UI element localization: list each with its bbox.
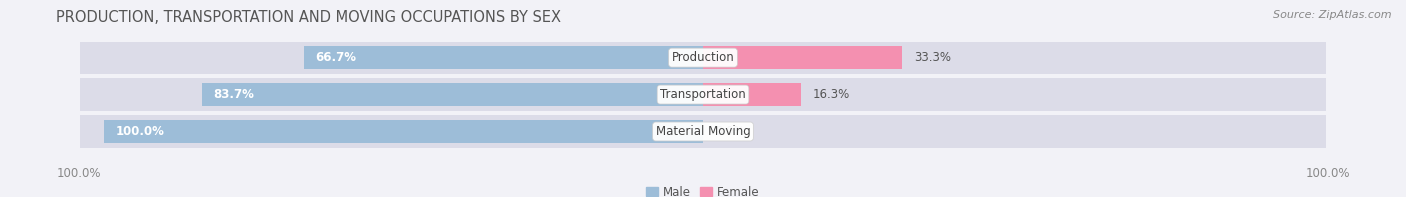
Bar xyxy=(202,83,703,106)
Text: Source: ZipAtlas.com: Source: ZipAtlas.com xyxy=(1274,10,1392,20)
Text: 66.7%: 66.7% xyxy=(315,51,357,64)
Legend: Male, Female: Male, Female xyxy=(641,181,765,197)
Text: Transportation: Transportation xyxy=(661,88,745,101)
Bar xyxy=(703,83,800,106)
Bar xyxy=(80,78,1326,111)
Text: 0.0%: 0.0% xyxy=(716,125,745,138)
Text: PRODUCTION, TRANSPORTATION AND MOVING OCCUPATIONS BY SEX: PRODUCTION, TRANSPORTATION AND MOVING OC… xyxy=(56,10,561,25)
Text: 83.7%: 83.7% xyxy=(214,88,254,101)
Bar xyxy=(104,120,703,143)
Text: 100.0%: 100.0% xyxy=(117,125,165,138)
Text: 100.0%: 100.0% xyxy=(1305,167,1350,180)
Text: Production: Production xyxy=(672,51,734,64)
Text: 100.0%: 100.0% xyxy=(56,167,101,180)
Bar xyxy=(703,46,903,69)
Text: Material Moving: Material Moving xyxy=(655,125,751,138)
Text: 33.3%: 33.3% xyxy=(914,51,952,64)
Bar xyxy=(80,115,1326,148)
Text: 16.3%: 16.3% xyxy=(813,88,849,101)
Bar xyxy=(80,42,1326,74)
Bar xyxy=(304,46,703,69)
